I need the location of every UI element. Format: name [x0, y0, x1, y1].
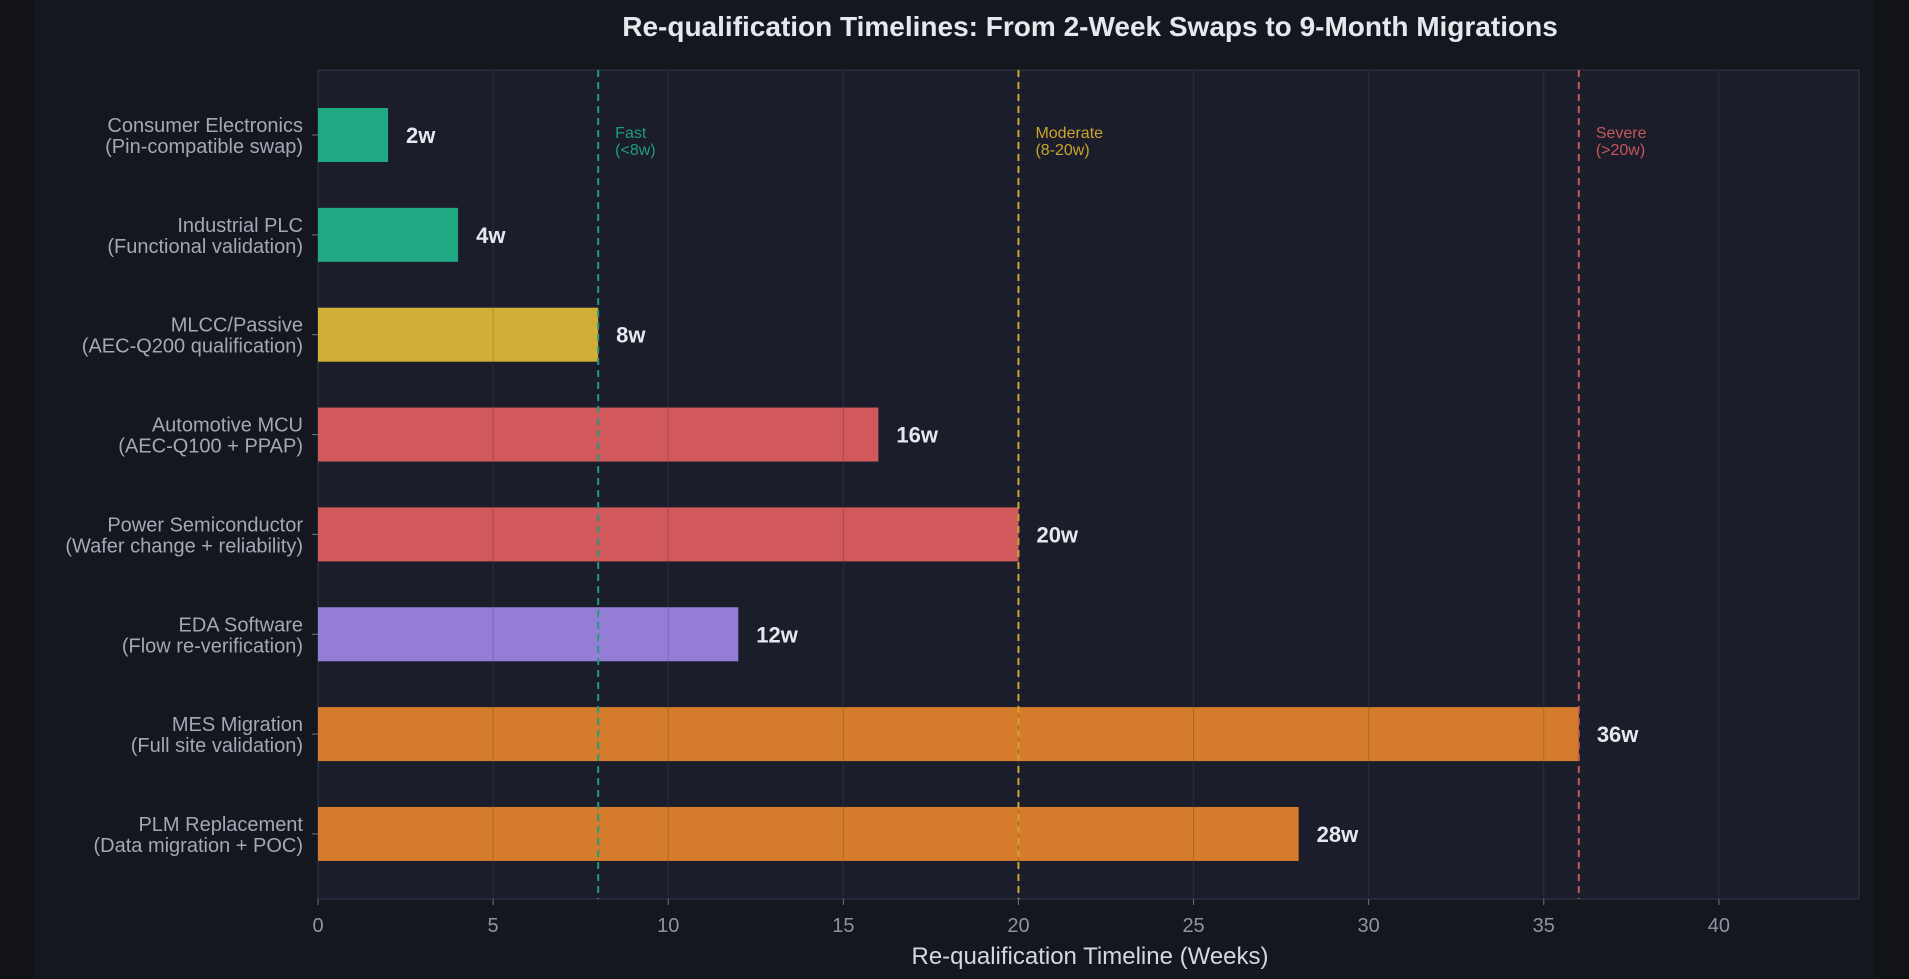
bar [318, 806, 1299, 861]
threshold-range: (>20w) [1596, 142, 1645, 159]
chart-title: Re-qualification Timelines: From 2-Week … [622, 11, 1558, 42]
category-sublabel: (Functional validation) [107, 236, 303, 258]
x-tick-label: 0 [312, 915, 323, 937]
threshold-label: Moderate [1035, 125, 1103, 142]
value-label: 16w [896, 423, 938, 448]
bar [318, 507, 1019, 562]
bars [318, 108, 1579, 861]
value-labels: 2w 4w 8w 16w 20w 12w 36w 28w [406, 123, 1639, 847]
x-tick-label: 10 [657, 915, 679, 937]
value-label: 20w [1036, 522, 1078, 547]
category-label: MES Migration [172, 714, 303, 736]
bar [318, 307, 599, 362]
category-sublabel: (Data migration + POC) [93, 835, 303, 857]
category-sublabel: (AEC-Q100 + PPAP) [118, 436, 303, 458]
category-label: MLCC/Passive [171, 315, 303, 337]
threshold-range: (8-20w) [1035, 142, 1089, 159]
bar [318, 207, 459, 262]
category-label: PLM Replacement [138, 814, 303, 836]
bar [318, 707, 1579, 762]
category-sublabel: (Full site validation) [131, 735, 303, 757]
x-tick-label: 40 [1708, 915, 1730, 937]
threshold-range: (<8w) [615, 142, 655, 159]
threshold-lines: Fast(<8w) Moderate(8-20w) Severe(>20w) [597, 70, 1647, 899]
category-label: Industrial PLC [177, 215, 303, 237]
value-label: 8w [616, 323, 646, 348]
x-tick-label: 5 [488, 915, 499, 937]
x-tick-label: 20 [1007, 915, 1029, 937]
bar [318, 108, 389, 162]
category-sublabel: (AEC-Q200 qualification) [82, 336, 303, 358]
category-label: Automotive MCU [152, 415, 303, 437]
x-tick-label: 25 [1182, 915, 1204, 937]
category-sublabel: (Flow re-verification) [122, 635, 303, 657]
category-sublabel: (Wafer change + reliability) [65, 535, 303, 557]
value-label: 28w [1317, 822, 1359, 847]
y-axis: Consumer Electronics(Pin-compatible swap… [65, 115, 318, 857]
value-label: 36w [1597, 722, 1639, 747]
x-tick-label: 35 [1533, 915, 1555, 937]
value-label: 2w [406, 123, 436, 148]
bar [318, 607, 739, 662]
value-label: 4w [476, 223, 506, 248]
threshold-label: Severe [1596, 125, 1647, 142]
x-axis: 0 5 10 15 20 25 30 35 40 [312, 899, 1730, 937]
category-label: EDA Software [178, 614, 303, 636]
category-sublabel: (Pin-compatible swap) [105, 136, 303, 158]
plot-area [317, 69, 1860, 900]
x-tick-label: 30 [1358, 915, 1380, 937]
value-label: 12w [756, 622, 798, 647]
threshold-label: Fast [615, 125, 647, 142]
x-axis-label: Re-qualification Timeline (Weeks) [911, 943, 1268, 970]
category-label: Power Semiconductor [107, 514, 303, 536]
x-tick-label: 15 [832, 915, 854, 937]
category-label: Consumer Electronics [107, 115, 303, 137]
